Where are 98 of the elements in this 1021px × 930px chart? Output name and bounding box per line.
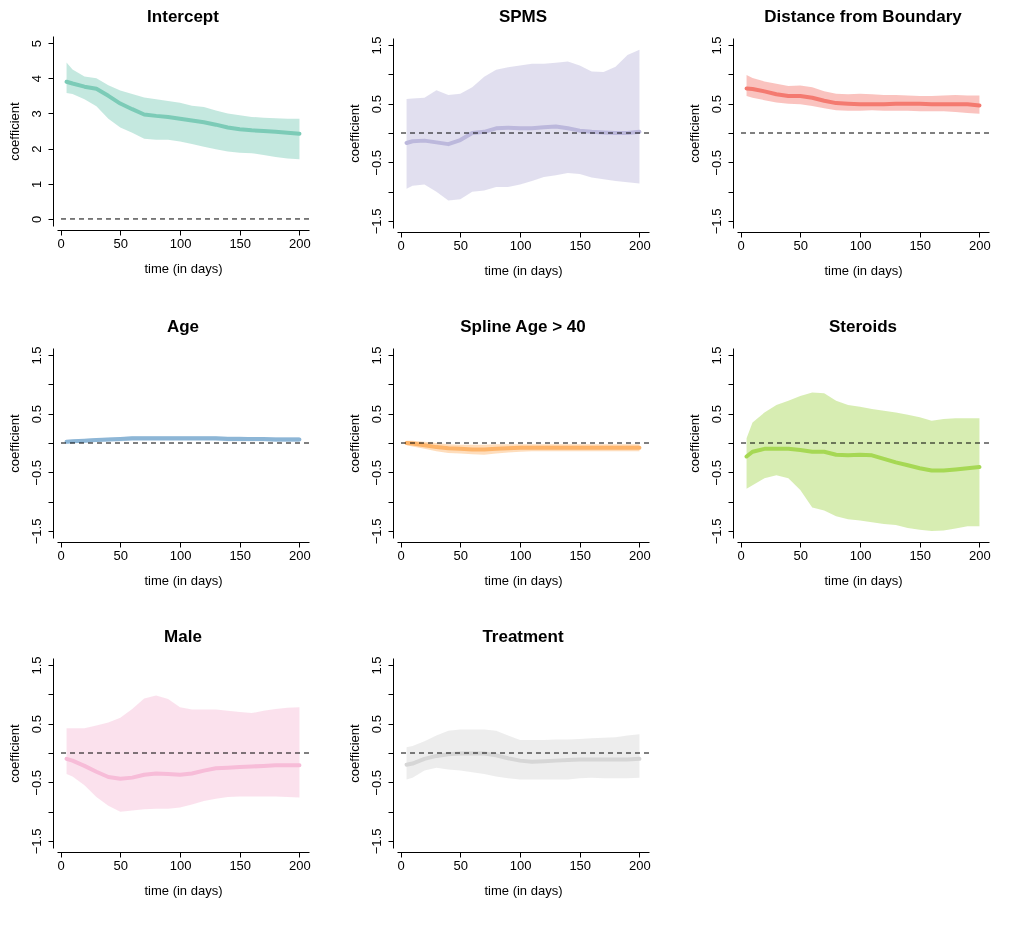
- x-tick-label: 100: [509, 857, 532, 873]
- x-tick-label: 150: [909, 547, 932, 563]
- y-tick-label: 1.5: [708, 36, 724, 55]
- y-tick-label: 2: [28, 145, 44, 153]
- x-tick-label: 50: [453, 237, 469, 253]
- x-tick-label: 200: [969, 237, 991, 253]
- x-tick-label: 0: [737, 237, 745, 253]
- x-tick-label: 0: [737, 547, 745, 563]
- chart-title: Treatment: [482, 627, 564, 646]
- y-tick-label: −1.5: [708, 518, 724, 545]
- y-tick-label: 1.5: [708, 346, 724, 365]
- y-tick-label: −1.5: [28, 828, 44, 855]
- x-tick-label: 150: [569, 237, 592, 253]
- x-axis-title: time (in days): [484, 262, 563, 278]
- x-tick-label: 50: [113, 547, 129, 563]
- x-tick-label: 200: [629, 547, 651, 563]
- x-tick-label: 100: [849, 547, 872, 563]
- x-tick-label: 50: [113, 235, 129, 251]
- y-tick-label: 0.5: [28, 715, 44, 734]
- x-tick-label: 100: [849, 237, 872, 253]
- y-tick-label: 0.5: [368, 715, 384, 734]
- x-tick-label: 50: [113, 857, 129, 873]
- chart-title: Male: [164, 627, 202, 646]
- y-tick-label: −0.5: [708, 459, 724, 486]
- y-tick-label: 1.5: [28, 346, 44, 365]
- y-tick-label: 5: [28, 39, 44, 48]
- x-axis-title: time (in days): [824, 572, 903, 588]
- x-tick-label: 50: [453, 547, 469, 563]
- y-tick-label: 0: [28, 215, 44, 224]
- x-tick-label: 100: [509, 237, 532, 253]
- y-tick-label: 0.5: [708, 95, 724, 114]
- y-tick-label: 0.5: [708, 405, 724, 424]
- x-tick-label: 200: [629, 857, 651, 873]
- y-tick-label: −1.5: [368, 208, 384, 235]
- y-tick-label: 1.5: [368, 36, 384, 55]
- y-tick-label: −0.5: [28, 769, 44, 796]
- y-tick-label: 1: [28, 180, 44, 188]
- y-tick-label: 1.5: [368, 346, 384, 365]
- x-tick-label: 200: [289, 857, 311, 873]
- y-axis-title: coefficient: [7, 101, 22, 161]
- x-tick-label: 150: [229, 235, 252, 251]
- x-axis-title: time (in days): [144, 260, 223, 276]
- y-axis-title: coefficient: [687, 413, 702, 473]
- chart-title: Intercept: [147, 7, 220, 26]
- x-tick-label: 0: [397, 237, 405, 253]
- chart-title: Steroids: [828, 317, 898, 336]
- y-axis-title: coefficient: [7, 723, 22, 783]
- x-tick-label: 100: [509, 547, 532, 563]
- x-tick-label: 0: [57, 547, 65, 563]
- chart-title: Spline Age > 40: [460, 317, 586, 336]
- y-tick-label: −1.5: [708, 208, 724, 235]
- x-tick-label: 0: [397, 547, 405, 563]
- x-tick-label: 150: [909, 237, 932, 253]
- y-tick-label: −1.5: [28, 518, 44, 545]
- x-axis-title: time (in days): [484, 882, 563, 898]
- chart-title: Age: [166, 317, 200, 336]
- x-axis-title: time (in days): [144, 572, 223, 588]
- y-tick-label: −0.5: [368, 149, 384, 176]
- y-tick-label: 4: [28, 75, 44, 83]
- x-axis-title: time (in days): [824, 262, 903, 278]
- x-tick-label: 200: [969, 547, 991, 563]
- y-tick-label: −0.5: [708, 149, 724, 176]
- x-axis-title: time (in days): [484, 572, 563, 588]
- x-tick-label: 50: [793, 237, 809, 253]
- x-axis-title: time (in days): [144, 882, 223, 898]
- y-tick-label: 1.5: [368, 656, 384, 675]
- x-tick-label: 100: [169, 235, 192, 251]
- x-tick-label: 150: [229, 857, 252, 873]
- x-tick-label: 150: [569, 547, 592, 563]
- chart-title: SPMS: [498, 7, 548, 26]
- chart-title: Distance from Boundary: [764, 7, 963, 26]
- x-tick-label: 150: [229, 547, 252, 563]
- y-tick-label: −0.5: [368, 459, 384, 486]
- y-axis-title: coefficient: [347, 103, 362, 163]
- x-tick-label: 100: [169, 547, 192, 563]
- x-tick-label: 150: [569, 857, 592, 873]
- x-tick-label: 0: [57, 857, 65, 873]
- y-tick-label: −1.5: [368, 518, 384, 545]
- x-tick-label: 50: [453, 857, 469, 873]
- x-tick-label: 200: [289, 547, 311, 563]
- y-axis-title: coefficient: [347, 723, 362, 783]
- y-tick-label: 3: [28, 110, 44, 118]
- y-tick-label: 1.5: [28, 656, 44, 675]
- x-tick-label: 50: [793, 547, 809, 563]
- x-tick-label: 0: [397, 857, 405, 873]
- y-tick-label: −1.5: [368, 828, 384, 855]
- y-axis-title: coefficient: [347, 413, 362, 473]
- y-tick-label: 0.5: [368, 405, 384, 424]
- y-tick-label: 0.5: [28, 405, 44, 424]
- y-axis-title: coefficient: [7, 413, 22, 473]
- y-tick-label: 0.5: [368, 95, 384, 114]
- x-tick-label: 200: [629, 237, 651, 253]
- x-tick-label: 0: [57, 235, 65, 251]
- y-tick-label: −0.5: [28, 459, 44, 486]
- y-axis-title: coefficient: [687, 103, 702, 163]
- y-tick-label: −0.5: [368, 769, 384, 796]
- x-tick-label: 100: [169, 857, 192, 873]
- x-tick-label: 200: [289, 235, 311, 251]
